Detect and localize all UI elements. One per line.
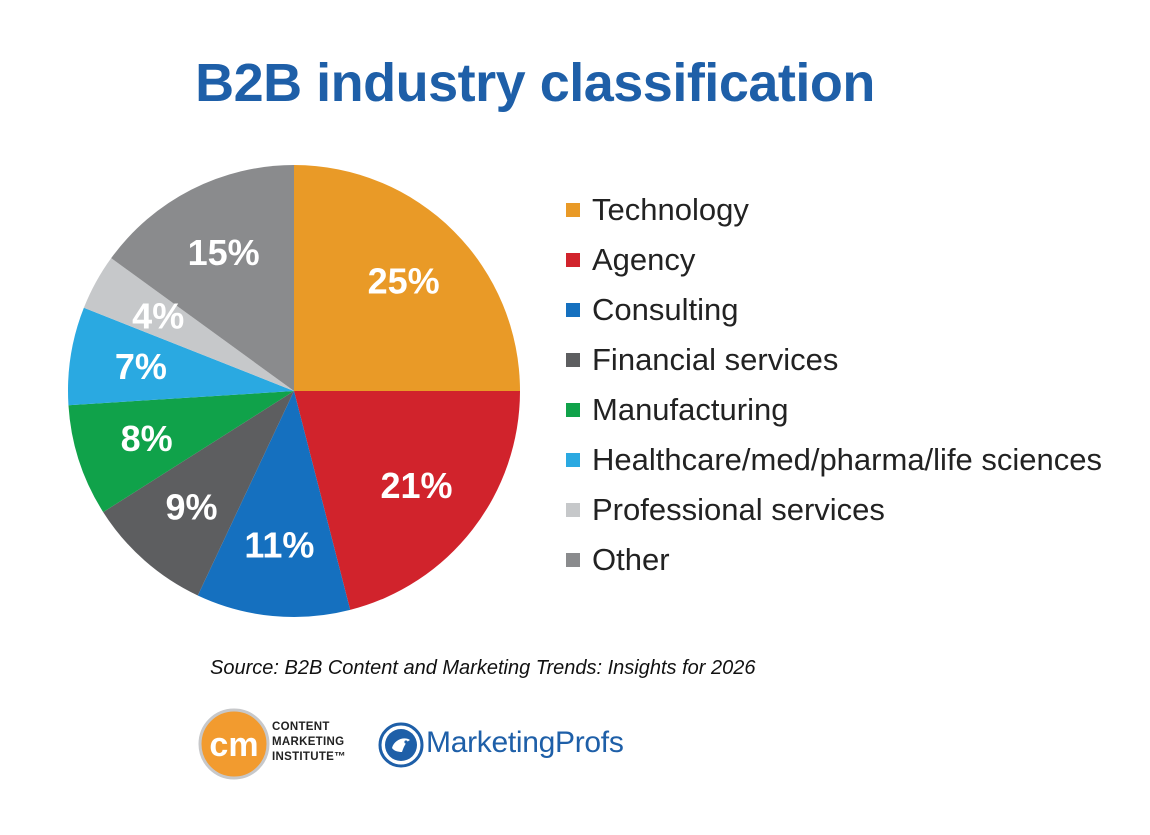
legend-swatch [566,503,580,517]
legend-swatch [566,303,580,317]
legend-swatch [566,553,580,567]
legend-label: Technology [592,192,749,227]
legend: Technology Agency Consulting Financial serv… [566,185,1102,585]
legend-item: Agency [566,235,1102,285]
legend-swatch [566,253,580,267]
legend-label: Agency [592,242,696,277]
cmi-line-2: MARKETING [272,736,345,748]
cmi-line-3: INSTITUTE™ [272,751,346,763]
source-note: Source: B2B Content and Marketing Trends… [210,657,756,679]
legend-label: Healthcare/med/pharma/life sciences [592,442,1103,477]
legend-label: Other [592,542,670,577]
pie-slice-7 [83,258,295,391]
marketingprofs-logo-text: MarketingProfs [426,726,624,759]
legend-item: Financial services [566,335,1102,385]
legend-label: Consulting [592,292,739,327]
slice-label-2: 21% [380,465,452,506]
cmi-circle-icon: cm [198,708,270,780]
slice-label-6: 7% [115,346,167,387]
legend-label: Manufacturing [592,392,789,427]
slice-label-3: 11% [244,524,314,565]
pie-slice-6 [68,307,294,406]
legend-item: Professional services [566,485,1102,535]
legend-item: Manufacturing [566,385,1102,435]
legend-swatch [566,203,580,217]
legend-swatch [566,403,580,417]
chart-title: B2B industry classification [195,53,875,113]
pie-slice-3 [197,391,351,617]
pie-chart: 25% 21% 11% 9% 8% 7% 4%15% [68,165,520,617]
legend-item: Technology [566,185,1102,235]
cmi-line-1: CONTENT [272,721,330,733]
cmi-mark: cm [209,726,258,764]
legend-swatch [566,453,580,467]
legend-label: Financial services [592,342,839,377]
pie-slice-4 [103,391,295,596]
slice-label-5: 8% [121,418,173,459]
pie-slice-2 [294,391,520,610]
cmi-logo: cm CONTENT MARKETING INSTITUTE™ [198,708,448,783]
logos: cm CONTENT MARKETING INSTITUTE™ Marketin… [198,708,658,788]
legend-swatch [566,353,580,367]
pie-slice-5 [68,391,294,513]
pie-slice-8 [111,165,294,391]
legend-item: Healthcare/med/pharma/life sciences [566,435,1102,485]
slice-label-7: 4% [132,295,184,336]
legend-item: Consulting [566,285,1102,335]
legend-label: Professional services [592,492,885,527]
legend-item: Other [566,535,1102,585]
pie-slice-1 [294,165,520,391]
slice-label-1: 25% [368,260,440,301]
slice-label-8: 15% [188,232,260,273]
slice-label-4: 9% [165,486,217,527]
marketingprofs-bird-icon [378,722,424,768]
